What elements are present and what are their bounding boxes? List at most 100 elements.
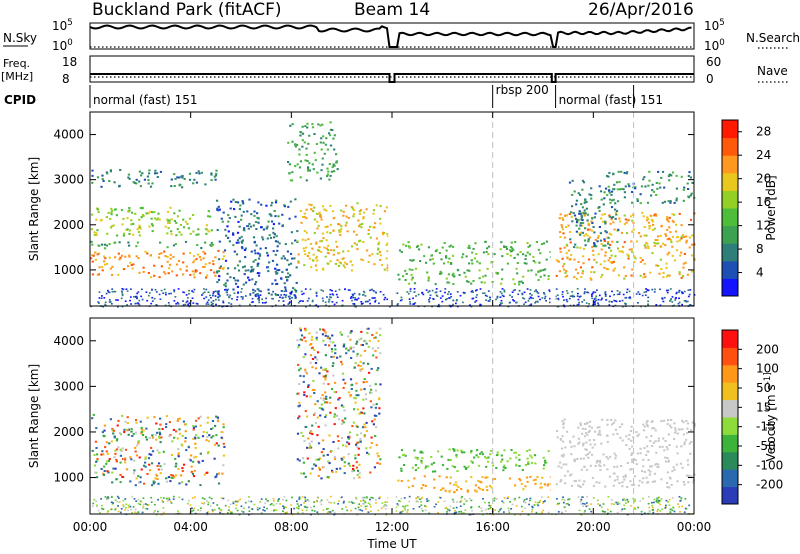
data-gap (388, 112, 396, 306)
freq-trace (90, 73, 694, 83)
data-band-4 (555, 418, 697, 489)
colorbar-tick-label: 28 (756, 125, 771, 139)
nsky-tick-low: 100 (52, 38, 73, 53)
nsearch-label: N.Search (746, 31, 800, 45)
freq-tick-high: 18 (62, 55, 77, 69)
data-band-11 (606, 170, 696, 205)
nsky-trace (89, 24, 692, 48)
colorbar-swatch (722, 382, 738, 401)
data-band-5 (296, 202, 390, 272)
colorbar-swatch (722, 260, 738, 279)
freq-tick-low: 8 (62, 72, 70, 86)
data-band-6 (287, 121, 339, 182)
y-tick-label: 3000 (53, 173, 84, 187)
colorbar-tick-label: 12 (756, 219, 771, 233)
data-band-2 (90, 206, 213, 237)
colorbar-tick-label: -200 (756, 478, 783, 492)
nsky-tick-high: 105 (52, 18, 73, 33)
nave-label: Nave (757, 64, 788, 78)
data-gap (550, 318, 556, 514)
y-tick-label: 1000 (53, 263, 84, 277)
x-tick-label: 04:00 (173, 520, 208, 534)
data-band-3 (91, 169, 218, 189)
data-band-3 (397, 475, 553, 494)
nsky-label: N.Sky (3, 31, 37, 45)
colorbar-swatch (722, 451, 738, 470)
velocity-colorbar-label: Velocity [m s-1] (763, 372, 778, 461)
colorbar-swatch (722, 172, 738, 191)
nsearch-tick-low: 100 (704, 38, 725, 53)
data-gap (550, 112, 556, 306)
nave-tick-low: 0 (706, 72, 714, 86)
y-tick-label: 2000 (53, 425, 84, 439)
colorbar-tick-label: 200 (756, 342, 779, 356)
freq-panel-frame (89, 55, 695, 83)
x-tick-label: 00:00 (677, 520, 712, 534)
cpid-segment-label: normal (fast) 151 (93, 93, 197, 107)
colorbar-tick-label: 50 (756, 381, 771, 395)
y-tick-label: 4000 (53, 128, 84, 142)
colorbar-tick-label: -100 (756, 458, 783, 472)
colorbar-swatch (722, 399, 738, 418)
colorbar-swatch (722, 278, 738, 297)
cpid-panel: CPID normal (fast) 151 rbsp 200 normal (fas… (4, 83, 663, 108)
x-tick-label: 16:00 (475, 520, 510, 534)
freq-label: Freq. (3, 57, 30, 70)
freq-unit: [MHz] (1, 70, 33, 83)
power-colorbar-label: Power [dB] (764, 175, 778, 240)
colorbar-tick-label: -15 (756, 420, 776, 434)
y-tick-label: 4000 (53, 334, 84, 348)
y-axis-label: Slant Range [km] (27, 364, 41, 468)
cpid-segment-label: normal (fast) 151 (559, 93, 663, 107)
cpid-label: CPID (4, 93, 36, 107)
colorbar-tick-label: 4 (756, 266, 764, 280)
colorbar-swatch (722, 120, 738, 139)
beam-label: Beam 14 (354, 0, 431, 20)
colorbar-swatch (722, 208, 738, 227)
colorbar-tick-label: 15 (756, 400, 771, 414)
colorbar-swatch (722, 486, 738, 505)
colorbar-swatch (722, 243, 738, 262)
x-axis-label: Time UT (366, 537, 417, 551)
data-gap (388, 318, 396, 514)
velocity-colorbar: 200 100 50 15 -15 -50 -100 -200 Velocity [m s-1] (721, 329, 783, 505)
nsky-panel-frame (89, 22, 695, 50)
nave-tick-high: 60 (706, 55, 721, 69)
power-colorbar: 4 8 12 16 20 24 28 Power [dB] (721, 119, 778, 297)
data-band-10 (568, 179, 620, 249)
colorbar-swatch (722, 347, 738, 366)
chart-title: Buckland Park (fitACF) (92, 0, 282, 20)
x-tick-label: 20:00 (576, 520, 611, 534)
housekeeping-panels: N.Sky 105 100 105 100 N.Search Freq.[MHz] 18 8 60… (1, 18, 800, 86)
colorbar-frame (721, 119, 739, 297)
colorbar-frame (721, 329, 739, 505)
data-band-1 (90, 240, 215, 250)
data-band-1 (296, 327, 382, 480)
x-tick-label: 12:00 (375, 520, 410, 534)
colorbar-swatch (722, 190, 738, 209)
colorbar-swatch (722, 364, 738, 383)
colorbar-tick-label: 100 (756, 362, 779, 376)
data-band-4 (216, 198, 299, 299)
colorbar-tick-label: 8 (756, 242, 764, 256)
y-tick-label: 1000 (53, 471, 84, 485)
colorbar-tick-label: 24 (756, 148, 771, 162)
velocity-panel: 1000 2000 3000 4000 00:00 04:00 08:00 12:00 16:0… (27, 317, 712, 534)
colorbar-swatch (722, 434, 738, 453)
colorbar-swatch (722, 225, 738, 244)
colorbar-tick-label: 16 (756, 195, 771, 209)
data-band-2 (398, 448, 550, 473)
data-band-0 (91, 413, 226, 487)
colorbar-tick-label: 20 (756, 172, 771, 186)
colorbar-swatch (722, 330, 738, 348)
data-band-7 (398, 240, 553, 265)
data-band-8 (397, 267, 550, 286)
cpid-segment-label: rbsp 200 (496, 83, 549, 97)
y-tick-label: 2000 (53, 218, 84, 232)
colorbar-swatch (722, 417, 738, 435)
colorbar-swatch (722, 469, 738, 488)
date-label: 26/Apr/2016 (588, 0, 694, 20)
y-axis-label: Slant Range [km] (27, 157, 41, 261)
colorbar-swatch (722, 137, 738, 156)
